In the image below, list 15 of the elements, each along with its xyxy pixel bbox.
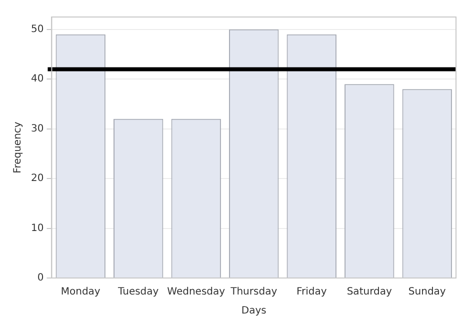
y-tick-label: 20 <box>30 173 44 184</box>
x-tick-label: Sunday <box>408 286 446 298</box>
x-tick-label: Friday <box>296 286 327 298</box>
y-tick-label: 40 <box>30 74 44 85</box>
x-tick-label: Tuesday <box>117 286 159 298</box>
x-axis-title: Days <box>241 306 266 317</box>
y-axis-title: Frequency <box>12 122 24 174</box>
y-tick-label: 10 <box>30 222 44 234</box>
x-tick-label: Monday <box>60 286 100 298</box>
y-tick-label: 30 <box>30 123 44 134</box>
y-tick-label: 0 <box>37 272 44 284</box>
x-tick-label: Thursday <box>230 286 278 298</box>
x-tick-label: Wednesday <box>167 286 226 298</box>
y-tick-label: 50 <box>30 24 44 36</box>
x-tick-label: Saturday <box>346 286 392 298</box>
